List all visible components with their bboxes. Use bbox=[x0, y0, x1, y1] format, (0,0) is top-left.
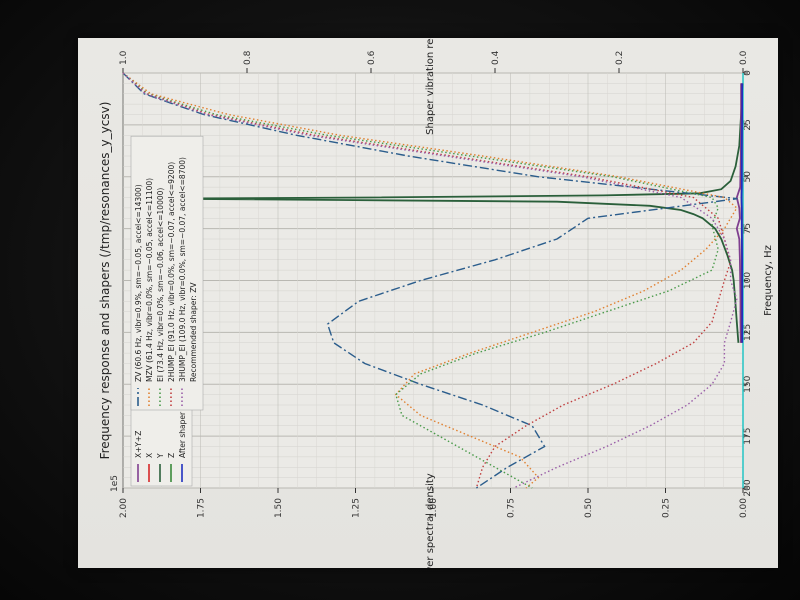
y-tick-label: 0.50 bbox=[584, 498, 594, 518]
y-tick-label: 1.00 bbox=[429, 498, 439, 518]
legend-entry-label: X+Y+Z bbox=[134, 431, 143, 458]
series-mzv bbox=[122, 72, 738, 489]
series-after-shaper bbox=[740, 83, 743, 343]
x-tick-label: 50 bbox=[743, 171, 753, 183]
x-tick-label: 100 bbox=[743, 272, 753, 289]
x-tick-label: 25 bbox=[743, 119, 753, 130]
series-ei bbox=[122, 72, 719, 489]
series-zv bbox=[122, 72, 738, 489]
series-3hump-ei bbox=[122, 72, 738, 489]
legend-entry-label: EI (73.4 Hz, vibr=0.0%, sm=~0.06, accel<… bbox=[156, 188, 165, 382]
y-right-tick-label: 0.2 bbox=[615, 51, 625, 65]
x-tick-label: 200 bbox=[743, 479, 753, 496]
series-y bbox=[153, 83, 744, 343]
y-tick-label: 1.25 bbox=[352, 498, 362, 518]
legend-entry-label: X bbox=[145, 453, 154, 458]
y-exponent: 1e5 bbox=[110, 475, 120, 492]
legend-entry-label: 3HUMP_EI (109.0 Hz, vibr=0.0%, sm=~0.07,… bbox=[178, 157, 187, 382]
legend-entry-label: Z bbox=[167, 453, 176, 458]
x-tick-label: 175 bbox=[743, 428, 753, 445]
y-right-tick-label: 0.6 bbox=[367, 50, 377, 65]
legend-psd: X+Y+Z X Y Z After shaper bbox=[130, 400, 193, 487]
x-tick-label: 75 bbox=[743, 223, 753, 234]
y-tick-label: 0.00 bbox=[739, 498, 749, 518]
legend-entry-label: Recommended shaper: ZV bbox=[189, 282, 198, 382]
y-right-tick-label: 0.0 bbox=[739, 50, 749, 65]
y-tick-label: 0.75 bbox=[507, 498, 517, 518]
x-tick-label: 0 bbox=[743, 70, 753, 76]
legend-entry-label: MZV (61.4 Hz, vibr=0.0%, sm=~0.05, accel… bbox=[145, 178, 154, 382]
y-right-tick-label: 0.4 bbox=[491, 50, 501, 65]
frequency-response-chart: 0 25 50 75 100 125 150 175 200 0.00 0.25 0.50 0.75 1.… bbox=[98, 0, 774, 587]
x-axis-label: Frequency, Hz bbox=[763, 245, 774, 316]
chart-window: 0 25 50 75 100 125 150 175 200 0.00 0.25 0.50 0.75 1.… bbox=[78, 0, 778, 587]
y-tick-label: 2.00 bbox=[119, 498, 129, 518]
legend-entry-label: Y bbox=[156, 453, 165, 459]
legend-shapers: ZV (60.6 Hz, vibr=0.9%, sm=~0.05, accel<… bbox=[130, 135, 204, 411]
y-right-tick-label: 1.0 bbox=[119, 50, 129, 65]
y-tick-label: 0.25 bbox=[662, 498, 672, 518]
y-right-tick-label: 0.8 bbox=[243, 50, 253, 65]
legend-entry-label: 2HUMP_EI (91.0 Hz, vibr=0.0%, sm=~0.07, … bbox=[167, 162, 176, 382]
y-axis-label: Power spectral density bbox=[425, 473, 436, 568]
y-tick-label: 1.75 bbox=[197, 498, 207, 518]
series-x-y-z bbox=[735, 83, 742, 343]
chart-title: Frequency response and shapers (/tmp/res… bbox=[98, 102, 112, 460]
legend-shapers-box bbox=[130, 135, 204, 411]
y-tick-label: 1.50 bbox=[274, 498, 284, 518]
y-right-axis-label: Shaper vibration reduction (ratio) bbox=[425, 38, 436, 135]
legend-entry-label: After shaper bbox=[178, 411, 187, 458]
x-tick-label: 125 bbox=[743, 324, 753, 341]
x-tick-label: 150 bbox=[743, 375, 753, 392]
legend-entry-label: ZV (60.6 Hz, vibr=0.9%, sm=~0.05, accel<… bbox=[134, 184, 143, 382]
